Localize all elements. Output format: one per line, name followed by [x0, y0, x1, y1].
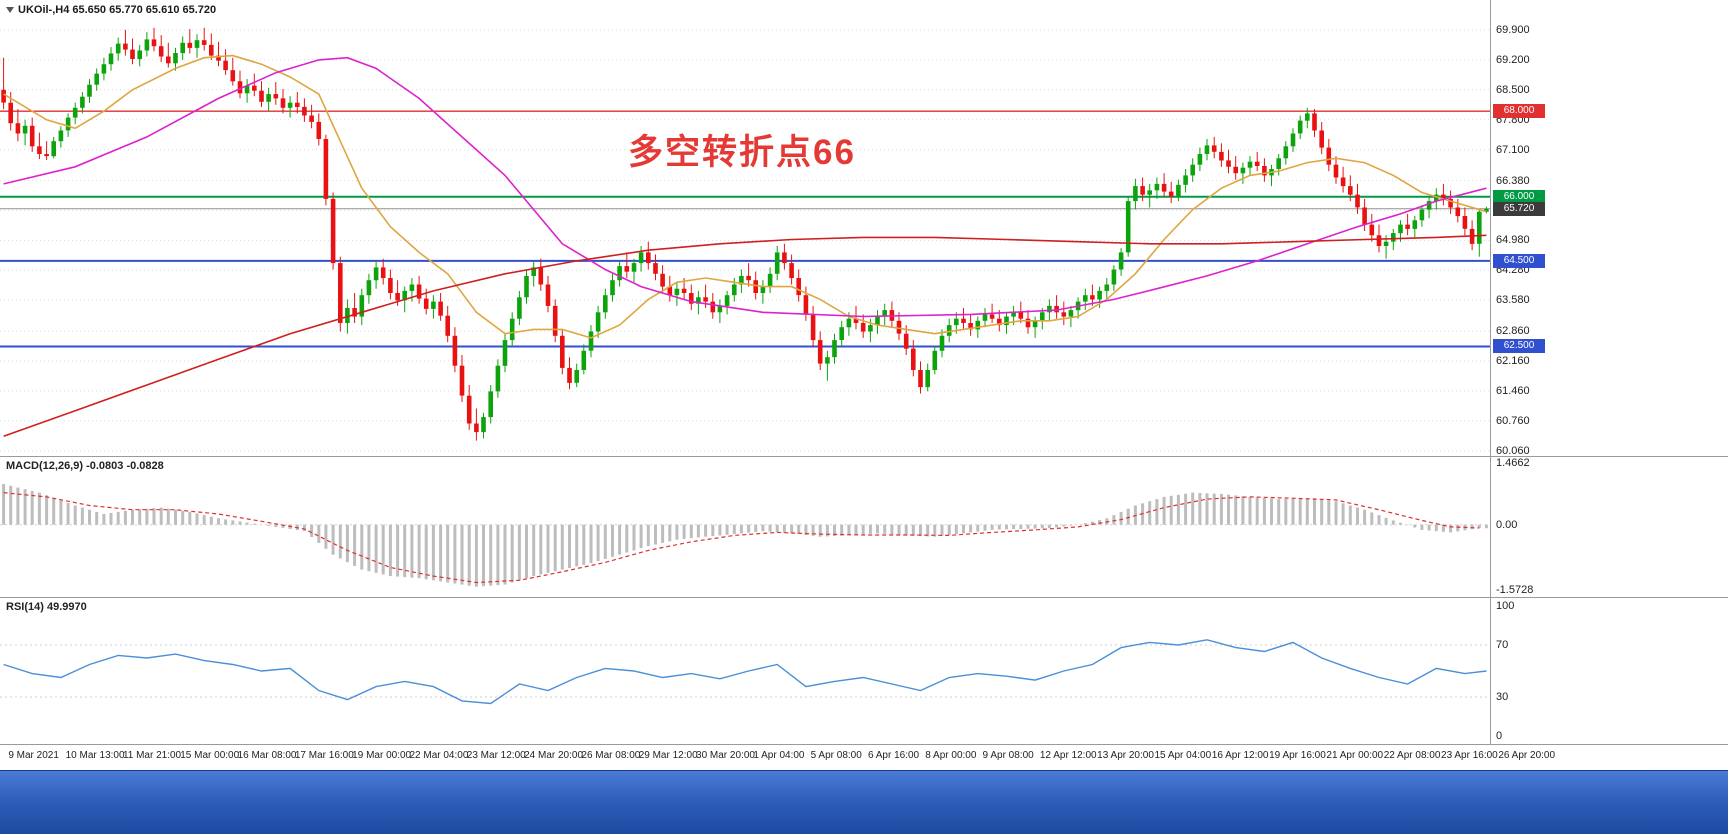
rsi-pane[interactable]: [0, 598, 1490, 744]
rsi-indicator-label: RSI(14) 49.9970: [6, 601, 87, 613]
main-price-pane[interactable]: [0, 0, 1490, 456]
rsi-scale-label: 30: [1496, 691, 1509, 703]
time-axis-label: 9 Mar 2021: [8, 750, 59, 761]
time-axis-label: 17 Mar 16:00: [294, 750, 354, 761]
current-price-badge: 65.720: [1493, 201, 1545, 216]
hline-price-badge: 68.000: [1493, 104, 1545, 119]
symbol-ohlc-text: UKOil-,H4 65.650 65.770 65.610 65.720: [18, 4, 217, 16]
time-axis-label: 1 Apr 04:00: [753, 750, 805, 761]
time-axis-label: 19 Apr 16:00: [1269, 750, 1326, 761]
time-axis-label: 21 Apr 00:00: [1326, 750, 1384, 761]
time-axis-label: 5 Apr 08:00: [810, 750, 862, 761]
pane-separator-macd[interactable]: [0, 456, 1728, 457]
macd-scale-label: 1.4662: [1496, 457, 1530, 469]
time-axis-label: 6 Apr 16:00: [867, 750, 920, 761]
time-axis-label: 22 Mar 04:00: [409, 750, 469, 761]
symbol-ohlc-info: UKOil-,H4 65.650 65.770 65.610 65.720: [6, 4, 216, 16]
time-axis-label: 16 Mar 08:00: [237, 750, 297, 761]
time-axis-label: 23 Mar 12:00: [466, 750, 526, 761]
time-axis-separator: [0, 744, 1728, 745]
time-axis-label: 13 Apr 20:00: [1097, 750, 1154, 761]
price-axis-label: 60.760: [1496, 414, 1530, 427]
time-axis-label: 24 Mar 20:00: [524, 750, 584, 761]
time-axis-label: 23 Apr 16:00: [1441, 750, 1498, 761]
time-axis-label: 11 Mar 21:00: [122, 750, 182, 761]
time-axis[interactable]: 9 Mar 2021 10 Mar 13:00 11 Mar 21:00 15 Mar…: [0, 745, 1728, 770]
price-axis-label: 68.500: [1496, 83, 1530, 96]
price-axis-label: 69.900: [1496, 23, 1530, 36]
time-axis-label: 16 Apr 12:00: [1211, 750, 1269, 761]
time-axis-label: 29 Mar 12:00: [638, 750, 698, 761]
rsi-scale-label: 100: [1496, 600, 1515, 612]
price-axis-label: 69.200: [1496, 53, 1530, 66]
price-axis-label: 62.860: [1496, 325, 1530, 338]
price-axis-separator: [1490, 0, 1491, 745]
time-axis-label: 15 Mar 00:00: [180, 750, 240, 761]
rsi-scale-label: 0: [1496, 730, 1503, 742]
time-axis-label: 22 Apr 08:00: [1383, 750, 1441, 761]
price-axis-label: 62.160: [1496, 355, 1530, 368]
macd-pane[interactable]: [0, 457, 1490, 597]
price-axis-label: 60.060: [1496, 444, 1530, 457]
time-axis-label: 19 Mar 00:00: [352, 750, 412, 761]
macd-indicator-label: MACD(12,26,9) -0.0803 -0.0828: [6, 460, 164, 472]
time-axis-label: 26 Apr 20:00: [1498, 750, 1556, 761]
pane-separator-rsi[interactable]: [0, 597, 1728, 598]
price-axis-label: 61.460: [1496, 384, 1530, 397]
macd-scale-label: -1.5728: [1496, 584, 1534, 596]
rsi-scale-label: 70: [1496, 639, 1509, 651]
price-axis-label: 67.100: [1496, 143, 1530, 156]
hline-price-badge: 62.500: [1493, 339, 1545, 354]
price-axis-label: 63.580: [1496, 294, 1530, 307]
time-axis-label: 10 Mar 13:00: [65, 750, 125, 761]
symbol-arrow-icon: [6, 7, 14, 13]
price-axis[interactable]: 69.900 69.200 68.500 67.800 67.100 66.380 64.9…: [1491, 0, 1728, 745]
hline-price-badge: 66.000: [1493, 189, 1545, 204]
time-axis-label: 15 Apr 04:00: [1154, 750, 1212, 761]
price-axis-label: 66.380: [1496, 174, 1530, 187]
time-axis-label: 9 Apr 08:00: [982, 750, 1034, 761]
bottom-blue-bar: [0, 770, 1728, 834]
time-axis-label: 8 Apr 00:00: [925, 750, 977, 761]
time-axis-label: 30 Mar 20:00: [696, 750, 755, 761]
hline-price-badge: 64.500: [1493, 253, 1545, 268]
macd-scale-label: 0.00: [1496, 518, 1518, 531]
time-axis-label: 12 Apr 12:00: [1039, 750, 1097, 761]
time-axis-label: 26 Mar 08:00: [581, 750, 641, 761]
chart-annotation-text: 多空转折点66: [628, 133, 856, 172]
price-axis-label: 64.980: [1496, 234, 1530, 247]
